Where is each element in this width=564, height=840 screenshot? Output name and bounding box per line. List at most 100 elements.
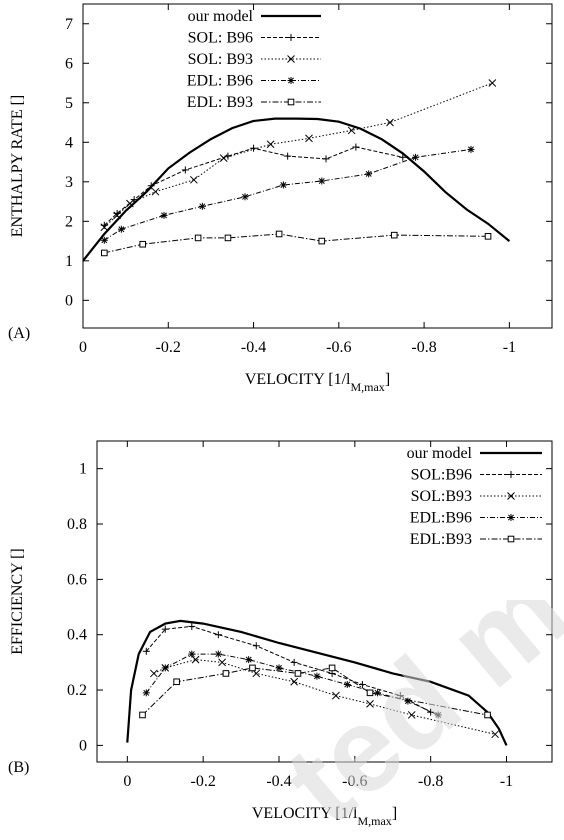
series-sol-b96	[142, 622, 435, 716]
data-point	[194, 234, 202, 242]
data-point	[287, 77, 295, 84]
data-point	[352, 143, 360, 151]
data-point	[507, 471, 515, 478]
legend-label: SOL:B96	[411, 467, 472, 484]
data-point	[404, 697, 412, 705]
series-edl-b93	[139, 664, 491, 719]
legend-label: our model	[407, 445, 473, 462]
data-point	[188, 650, 196, 658]
data-point	[322, 155, 330, 163]
data-point	[249, 664, 256, 672]
y-tick-label: 0.8	[67, 516, 87, 533]
data-point	[412, 153, 420, 161]
x-tick-label: -0.4	[266, 773, 291, 790]
y-tick-label: 6	[65, 55, 73, 72]
y-tick-label: 1	[65, 253, 73, 270]
data-point	[126, 199, 134, 208]
data-point	[507, 535, 515, 543]
data-point	[275, 664, 283, 672]
x-tick-label: -1	[503, 339, 516, 356]
x-tick-label: -1	[500, 773, 513, 790]
x-tick-label: -0.8	[418, 773, 443, 790]
data-point	[313, 672, 321, 680]
data-point	[181, 166, 189, 174]
data-point	[290, 677, 299, 686]
data-point	[365, 170, 373, 178]
data-point	[399, 153, 407, 161]
data-point	[287, 55, 295, 63]
data-point	[214, 631, 222, 639]
data-point	[396, 692, 404, 700]
series-line	[153, 659, 496, 735]
data-point	[161, 625, 169, 633]
series-edl-b96	[142, 650, 442, 719]
data-point	[386, 118, 394, 127]
plot-frame	[82, 3, 553, 329]
data-point	[142, 647, 150, 655]
data-point	[374, 689, 382, 697]
x-tick-label: -0.8	[411, 339, 436, 356]
x-tick-label: -0.2	[191, 773, 216, 790]
series-line	[126, 619, 508, 746]
series-line	[142, 667, 488, 716]
data-point	[287, 34, 295, 41]
data-point	[219, 154, 228, 162]
series-line	[82, 117, 511, 262]
legend-label: SOL:B93	[411, 488, 472, 505]
x-axis-label: VELOCITY [1/lM,max]	[245, 371, 390, 394]
data-point	[100, 223, 109, 232]
data-point	[190, 175, 198, 184]
data-point	[484, 711, 491, 719]
data-point	[218, 658, 226, 667]
data-point	[484, 233, 492, 240]
series-line	[145, 653, 439, 716]
y-axis-label: ENTHALPY RATE []	[9, 95, 26, 238]
x-tick-label: 0	[123, 773, 131, 790]
data-point	[407, 711, 416, 719]
data-point	[275, 230, 283, 238]
y-tick-label: 0.2	[67, 682, 87, 699]
y-tick-label: 2	[65, 213, 73, 230]
panel-a: 0 -0.2 -0.4 -0.6 -0.8 -1 0 1 2 3 4 5 6 7 VELOCITY [1/l…	[8, 3, 553, 394]
x-tick-label: -0.2	[156, 339, 181, 356]
data-point	[150, 669, 158, 678]
data-point	[117, 225, 125, 233]
y-tick-label: 7	[65, 16, 73, 33]
data-point	[287, 98, 295, 106]
y-tick-label: 1	[79, 461, 87, 478]
data-point	[332, 691, 340, 700]
data-point	[507, 492, 515, 500]
y-tick-label: 5	[65, 95, 73, 112]
data-point	[305, 134, 313, 143]
series-line	[103, 146, 403, 226]
series-sol-b96	[100, 143, 407, 229]
series-our-model	[126, 619, 508, 746]
data-point	[241, 193, 249, 201]
legend-label: SOL: B96	[188, 30, 253, 47]
panel-b: 0 -0.2 -0.4 -0.6 -0.8 -1 0 0.2 0.4 0.6 0.8 1 VELOCIT…	[8, 440, 553, 828]
data-point	[252, 642, 260, 650]
y-tick-label: 0	[65, 292, 73, 309]
y-tick-label: 0.4	[67, 627, 87, 644]
data-point	[343, 681, 351, 689]
data-point	[467, 145, 475, 153]
data-point	[488, 79, 497, 87]
data-point	[318, 237, 326, 245]
legend-label: EDL: B96	[187, 73, 253, 90]
data-point	[151, 187, 160, 196]
legend: our model SOL:B96 SOL:B93 EDL:B96 EDL:B93	[407, 445, 542, 548]
series-edl-b96	[100, 145, 475, 244]
data-point	[290, 658, 298, 666]
data-point	[161, 664, 169, 672]
data-point	[507, 514, 515, 521]
data-point	[113, 211, 121, 220]
data-point	[160, 211, 168, 219]
series-line	[104, 233, 489, 254]
data-point	[266, 140, 275, 149]
y-tick-label: 0	[79, 737, 87, 754]
panel-label: (A)	[8, 325, 30, 342]
series-edl-b93	[101, 230, 492, 257]
data-point	[366, 689, 374, 697]
data-point	[366, 700, 374, 708]
data-point	[139, 240, 146, 248]
